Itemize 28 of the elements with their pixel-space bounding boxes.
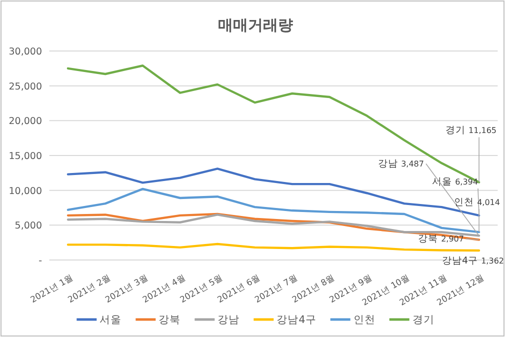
text: 인천 bbox=[454, 197, 474, 208]
legend-label: 강남4구 bbox=[276, 314, 316, 326]
legend-label: 경기 bbox=[412, 314, 434, 326]
text: 강남4구 bbox=[442, 256, 478, 267]
legend-label: 인천 bbox=[353, 314, 376, 326]
data-label: 1,362 bbox=[481, 256, 504, 266]
data-label: 3,487 bbox=[401, 160, 424, 169]
data-label: 4,014 bbox=[477, 198, 500, 208]
chart-title: 매매거래량 bbox=[218, 16, 293, 34]
y-tick-label: 25,000 bbox=[8, 81, 42, 92]
data-label: 2,907 bbox=[441, 234, 464, 244]
y-tick-label: 5,000 bbox=[14, 220, 42, 232]
text: 강남 bbox=[378, 158, 398, 170]
text: 서울 bbox=[432, 176, 452, 188]
data-label: 11,165 bbox=[468, 126, 497, 136]
data-label: 6,394 bbox=[455, 177, 478, 186]
line-series bbox=[66, 212, 480, 241]
legend-label: 강북 bbox=[158, 314, 181, 326]
legend-label: 강남 bbox=[218, 314, 240, 326]
y-tick-label: 15,000 bbox=[8, 151, 42, 162]
y-tick-label: 10,000 bbox=[8, 186, 42, 197]
y-tick-label: 30,000 bbox=[8, 46, 42, 58]
y-tick-label: - bbox=[38, 256, 42, 266]
text: 강북 bbox=[418, 234, 438, 245]
line-series bbox=[66, 242, 480, 252]
legend-label: 서울 bbox=[100, 314, 122, 326]
y-tick-label: 20,000 bbox=[8, 116, 42, 128]
text: 경기 bbox=[446, 125, 466, 136]
